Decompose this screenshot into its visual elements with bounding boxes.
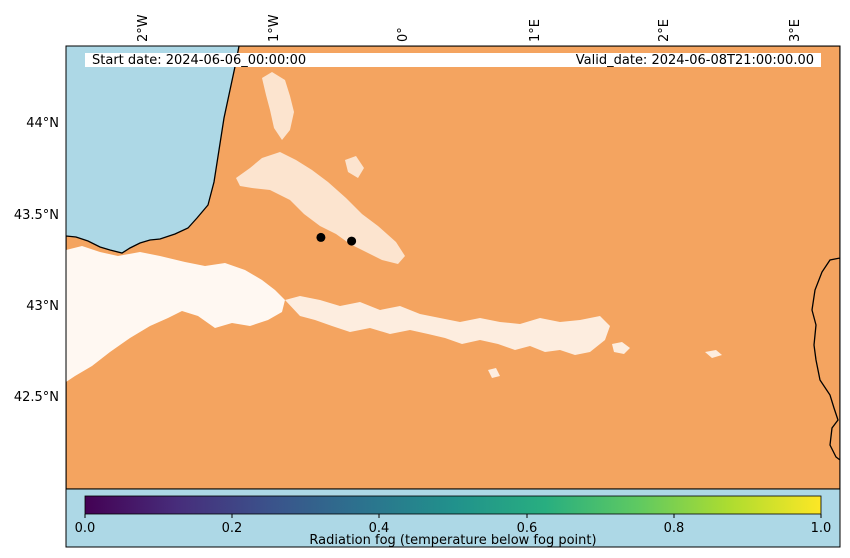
- valid-date-text: Valid_date: 2024-06-08T21:00:00.00: [576, 53, 814, 68]
- colorbar-tick-label: 1.0: [811, 521, 832, 536]
- lat-tick-label: 44°N: [26, 116, 59, 131]
- fog-areas: [66, 72, 722, 382]
- colorbar-panel: 0.0 0.2 0.4 0.6 0.8 1.0 Radiation fog (t…: [65, 488, 841, 548]
- lon-tick-label: 3°E: [788, 19, 803, 42]
- colorbar-gradient: [84, 495, 822, 515]
- land-area: [66, 46, 840, 489]
- fog-west-pyrenees: [66, 246, 285, 382]
- colorbar-tick-label: 0.4: [369, 521, 390, 536]
- lon-tick-label: 1°E: [528, 19, 543, 42]
- lat-tick-label: 43.5°N: [14, 208, 59, 223]
- fog-central-pyrenees: [285, 296, 610, 355]
- colorbar-tick-label: 0.8: [664, 521, 685, 536]
- fog-east-patch-2: [705, 350, 722, 358]
- map-panel: Start date: 2024-06-06_00:00:00 Valid_da…: [66, 46, 840, 489]
- lat-tick-label: 42.5°N: [14, 390, 59, 405]
- colorbar-tick-label: 0.2: [222, 521, 243, 536]
- lon-tick-label: 2°W: [136, 14, 151, 42]
- fog-east-patch: [612, 342, 630, 354]
- colorbar-label: Radiation fog (temperature below fog poi…: [309, 533, 596, 548]
- info-bar: [85, 53, 821, 67]
- lon-tick-label: 2°E: [657, 19, 672, 42]
- location-point: [347, 236, 357, 246]
- points-layer: [316, 232, 357, 246]
- start-date-text: Start date: 2024-06-06_00:00:00: [92, 53, 306, 68]
- fog-south-patch: [488, 368, 500, 378]
- location-point: [316, 232, 326, 242]
- lon-tick-label: 1°W: [267, 14, 282, 42]
- fog-band-small: [345, 156, 364, 178]
- fog-landes-north: [262, 72, 294, 140]
- fog-gers-band: [236, 152, 405, 264]
- colorbar-ticks: 0.0 0.2 0.4 0.6 0.8 1.0: [75, 514, 832, 536]
- lon-ticks: 2°W 1°W 0° 1°E 2°E 3°E: [136, 14, 803, 42]
- colorbar-tick-label: 0.6: [517, 521, 538, 536]
- lat-tick-label: 43°N: [26, 299, 59, 314]
- lon-tick-label: 0°: [396, 27, 411, 42]
- lat-ticks: 44°N 43.5°N 43°N 42.5°N: [14, 116, 59, 405]
- colorbar-tick-label: 0.0: [75, 521, 96, 536]
